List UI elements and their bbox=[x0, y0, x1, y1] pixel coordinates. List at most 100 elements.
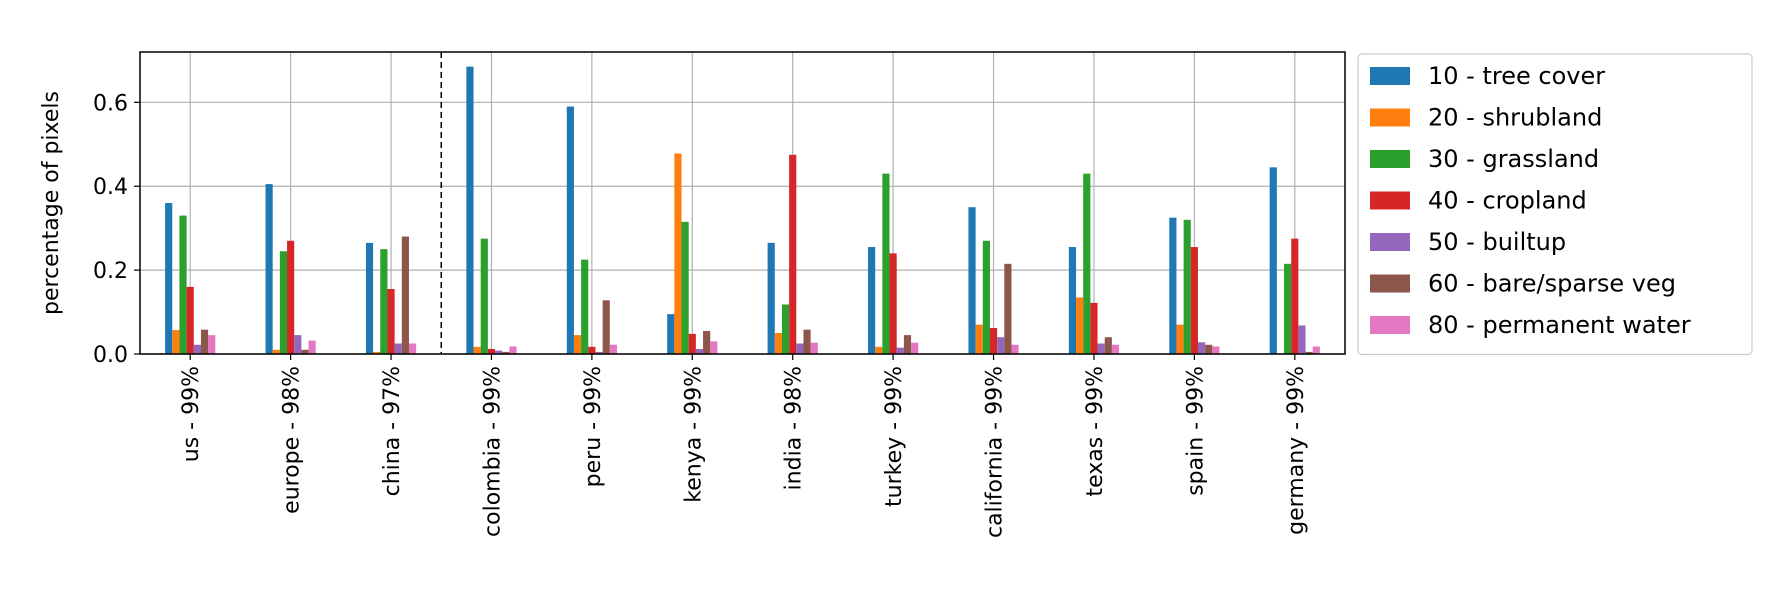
bar bbox=[602, 300, 610, 354]
bar bbox=[868, 247, 876, 354]
bar bbox=[789, 154, 797, 354]
y-tick-label: 0.2 bbox=[93, 259, 128, 284]
y-axis: 0.0 0.2 0.4 0.6 bbox=[93, 91, 140, 368]
bar bbox=[566, 106, 574, 355]
bar bbox=[595, 351, 603, 354]
bar bbox=[1183, 219, 1191, 354]
x-tick-label: europe - 98% bbox=[280, 366, 305, 514]
bar bbox=[1312, 346, 1320, 354]
grid bbox=[140, 52, 1345, 355]
bar bbox=[301, 349, 309, 354]
x-tick-label: india - 98% bbox=[782, 366, 807, 490]
y-tick-label: 0.6 bbox=[93, 91, 128, 116]
legend-swatch bbox=[1370, 274, 1410, 293]
bar bbox=[387, 288, 395, 354]
bar bbox=[401, 236, 409, 354]
bar bbox=[667, 314, 675, 354]
legend-swatch bbox=[1370, 191, 1410, 210]
bar bbox=[1169, 217, 1177, 354]
x-tick-label: china - 97% bbox=[380, 366, 405, 496]
bar bbox=[487, 348, 496, 354]
bar bbox=[408, 343, 417, 354]
x-tick-label: us - 99% bbox=[179, 366, 204, 462]
y-tick-label: 0.0 bbox=[93, 343, 128, 368]
bar bbox=[911, 342, 919, 354]
legend-swatch bbox=[1370, 108, 1410, 127]
y-tick-label: 0.4 bbox=[93, 175, 128, 200]
bar bbox=[875, 346, 883, 354]
bar bbox=[466, 66, 474, 355]
bar bbox=[193, 344, 201, 354]
bar bbox=[179, 215, 187, 354]
bar bbox=[688, 333, 696, 354]
bar bbox=[1269, 167, 1277, 354]
bar bbox=[997, 337, 1005, 354]
legend-box bbox=[1357, 53, 1753, 356]
bar bbox=[1004, 263, 1012, 354]
bar bbox=[588, 346, 596, 354]
bar bbox=[1212, 346, 1220, 354]
bar bbox=[1305, 351, 1313, 354]
bars bbox=[165, 66, 1320, 355]
x-tick-label: california - 99% bbox=[983, 366, 1008, 538]
bar bbox=[509, 346, 517, 354]
bar bbox=[495, 350, 503, 354]
legend: 10 - tree cover 20 - shrubland 30 - grassl… bbox=[1357, 53, 1753, 356]
x-tick-label: turkey - 99% bbox=[882, 366, 907, 507]
legend-label: 20 - shrubland bbox=[1428, 104, 1602, 132]
x-tick-label: colombia - 99% bbox=[480, 366, 505, 537]
bar bbox=[294, 335, 302, 354]
bar bbox=[200, 329, 209, 354]
bar bbox=[1104, 337, 1112, 354]
bar bbox=[1068, 247, 1077, 354]
bar bbox=[903, 335, 912, 354]
bar bbox=[1176, 324, 1184, 354]
bar bbox=[581, 259, 589, 354]
bar bbox=[703, 330, 711, 354]
legend-label: 10 - tree cover bbox=[1428, 62, 1605, 90]
bar bbox=[681, 221, 689, 354]
legend-swatch bbox=[1370, 67, 1410, 85]
bar bbox=[1011, 344, 1019, 354]
bar bbox=[1097, 343, 1105, 354]
bar bbox=[287, 240, 295, 354]
bar bbox=[968, 207, 976, 354]
legend-label: 30 - grassland bbox=[1428, 145, 1599, 173]
bar bbox=[803, 329, 811, 354]
x-tick-label: spain - 99% bbox=[1183, 366, 1208, 496]
bar bbox=[186, 286, 194, 354]
bar bbox=[208, 335, 216, 354]
bar bbox=[502, 351, 510, 354]
bar bbox=[272, 349, 280, 354]
bar bbox=[1090, 302, 1098, 354]
legend-label: 60 - bare/sparse veg bbox=[1428, 270, 1676, 298]
bar bbox=[1291, 238, 1299, 354]
x-axis: us - 99% europe - 98% china - 97% colombia … bbox=[179, 354, 1309, 538]
x-tick-label: texas - 99% bbox=[1083, 366, 1108, 497]
bar bbox=[473, 346, 481, 354]
x-tick-label: kenya - 99% bbox=[681, 366, 706, 503]
bar bbox=[989, 327, 998, 354]
bar bbox=[710, 341, 718, 354]
bar bbox=[573, 335, 582, 354]
x-tick-label: germany - 99% bbox=[1284, 366, 1309, 535]
y-axis-label: percentage of pixels bbox=[39, 91, 64, 315]
bar bbox=[308, 340, 316, 354]
bar bbox=[774, 333, 782, 354]
legend-label: 40 - cropland bbox=[1428, 187, 1587, 215]
bar bbox=[380, 249, 388, 354]
bar bbox=[896, 347, 904, 354]
bar bbox=[172, 330, 180, 354]
bar bbox=[1111, 344, 1120, 354]
bar bbox=[265, 184, 273, 354]
bar bbox=[767, 242, 775, 354]
bar bbox=[279, 251, 288, 354]
bar bbox=[1284, 263, 1292, 354]
bar bbox=[373, 351, 381, 354]
bar bbox=[365, 242, 374, 354]
bar bbox=[796, 343, 804, 354]
bar bbox=[882, 173, 890, 354]
x-tick-label: peru - 99% bbox=[581, 366, 606, 487]
legend-swatch bbox=[1370, 316, 1410, 334]
